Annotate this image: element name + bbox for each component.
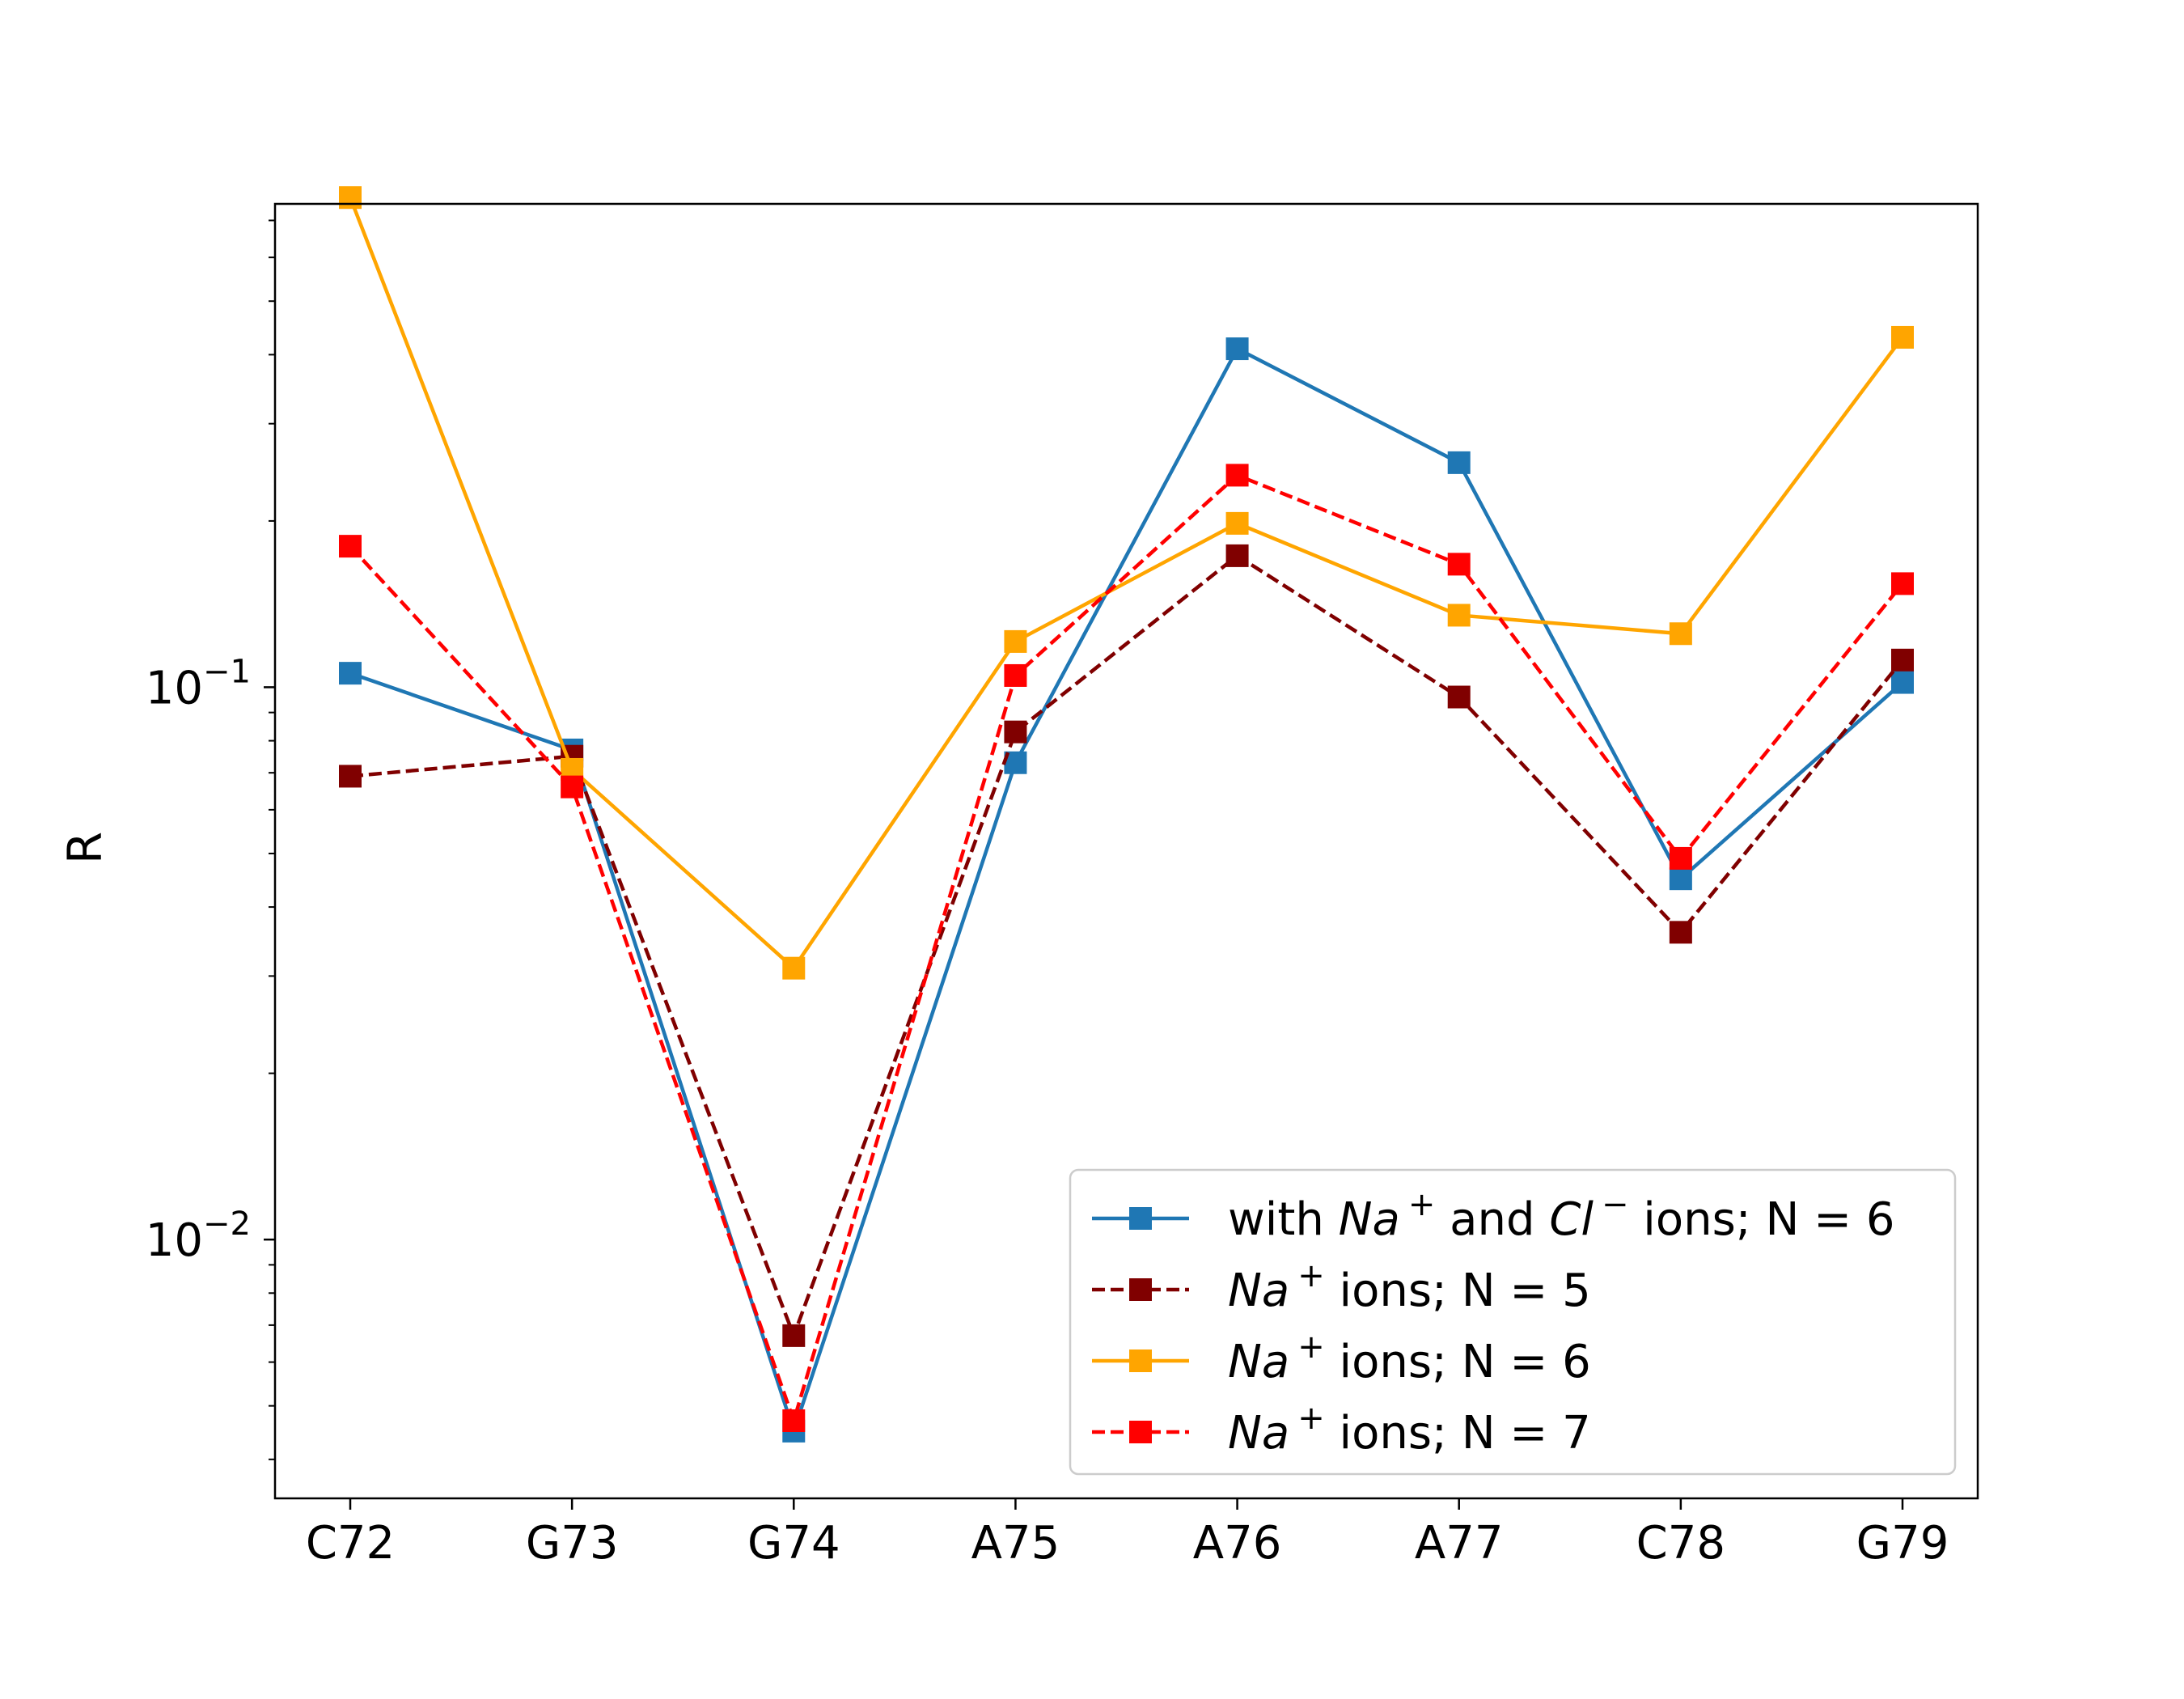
data-point [1891,648,1914,672]
x-tick-label: G73 [526,1517,619,1570]
y-tick-label-exponent: −2 [203,1205,251,1243]
legend-label-ion2: Cl [1549,1193,1594,1246]
axes-frame [273,202,1979,1500]
data-point [1669,622,1692,646]
legend: with Na + and Cl − ions; N = 6Na + ions; N … [1069,1168,1957,1476]
legend-label-ion1: Na [1228,1336,1289,1388]
data-point [1447,685,1471,709]
y-tick-label: 10−2 [146,1205,251,1267]
series-line [349,346,1904,1434]
y-tick-label: 10−1 [146,653,251,714]
x-tick-label: G74 [747,1517,840,1570]
data-point [1669,921,1692,944]
data-point [782,1324,806,1347]
data-point [1891,671,1914,694]
x-tick-label: C78 [1636,1517,1725,1570]
legend-marker [1129,1421,1152,1443]
legend-marker [1129,1349,1152,1372]
x-tick-label: A77 [1415,1517,1504,1570]
legend-label-prefix: with [1228,1193,1339,1246]
legend-label-suffix: ions; N = 6 [1325,1336,1591,1388]
legend-label-sup1: + [1297,1328,1325,1366]
data-point [1669,846,1692,870]
legend-box [1069,1168,1957,1476]
data-point [1891,572,1914,595]
legend-label: Na + ions; N = 6 [1228,1328,1591,1388]
x-tick-label: A76 [1193,1517,1282,1570]
data-point [1447,553,1471,576]
legend-label: Na + ions; N = 7 [1228,1400,1591,1460]
legend-label-ion1: Na [1228,1407,1289,1460]
data-point [1891,325,1914,349]
series-line [349,553,1904,1338]
data-point [1225,511,1249,535]
data-point [339,765,362,788]
data-point [1447,604,1471,627]
x-tick-label: G79 [1856,1517,1949,1570]
legend-label-suffix: ions; N = 7 [1325,1407,1591,1460]
data-point [561,775,584,799]
legend-label-sup1: + [1408,1186,1436,1223]
legend-label-ion1: Na [1228,1265,1289,1317]
legend-label-sup1: + [1297,1257,1325,1294]
data-point [1225,464,1249,487]
data-point [339,535,362,558]
data-point [1225,337,1249,361]
data-point [339,186,362,210]
y-axis-label: R [57,832,112,864]
legend-label-suffix: ions; N = 5 [1325,1265,1591,1317]
y-tick-label-base: 10 [146,1214,203,1267]
legend-label: Na + ions; N = 5 [1228,1257,1591,1317]
data-point [1004,663,1027,687]
y-tick-label-base: 10 [146,662,203,714]
legend-marker [1129,1207,1152,1230]
data-point [1447,451,1471,474]
data-point [1004,629,1027,653]
legend-label: with Na + and Cl − ions; N = 6 [1228,1186,1895,1246]
data-point [1225,544,1249,567]
y-axis: 10−210−1 [146,219,275,1460]
series-line [348,197,1904,970]
data-point [339,662,362,685]
legend-label-ion1: Na [1339,1193,1400,1246]
legend-marker [1129,1278,1152,1301]
series-layer [339,186,1914,1443]
legend-label-sup2: − [1602,1186,1629,1223]
x-tick-label: A75 [971,1517,1060,1570]
data-point [782,1409,806,1432]
x-tick-label: C72 [306,1517,395,1570]
y-tick-label-exponent: −1 [203,653,251,690]
x-axis: C72 G73 G74 A75 A76 A77 C78 G79 [306,1498,1949,1570]
legend-label-sup1: + [1297,1400,1325,1437]
series-line [349,473,1904,1423]
legend-label-middle: and [1435,1193,1549,1246]
data-point [1669,867,1692,891]
data-point [1004,720,1027,744]
data-point [782,956,806,980]
legend-label-suffix: ions; N = 6 [1629,1193,1895,1246]
